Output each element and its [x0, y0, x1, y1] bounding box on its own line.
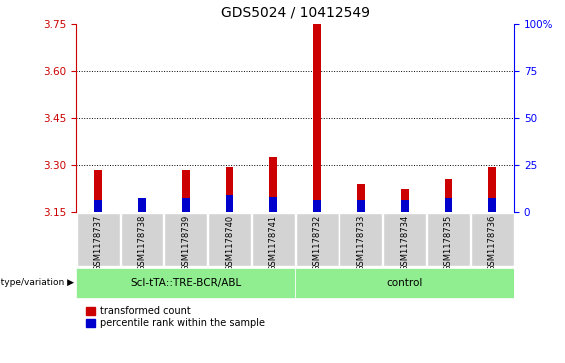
Text: Scl-tTA::TRE-BCR/ABL: Scl-tTA::TRE-BCR/ABL: [130, 278, 241, 288]
Bar: [488, 198, 496, 212]
FancyBboxPatch shape: [295, 213, 338, 266]
FancyBboxPatch shape: [383, 213, 426, 266]
FancyBboxPatch shape: [427, 213, 470, 266]
Text: GSM1178735: GSM1178735: [444, 215, 453, 271]
Bar: [357, 200, 365, 212]
Text: GSM1178737: GSM1178737: [94, 215, 103, 271]
Text: GSM1178738: GSM1178738: [137, 215, 146, 271]
Bar: [138, 204, 146, 212]
Text: GSM1178740: GSM1178740: [225, 215, 234, 271]
Text: control: control: [386, 278, 423, 288]
FancyBboxPatch shape: [120, 213, 163, 266]
Bar: [445, 179, 453, 212]
Bar: [488, 167, 496, 212]
FancyBboxPatch shape: [76, 269, 295, 298]
Title: GDS5024 / 10412549: GDS5024 / 10412549: [221, 6, 370, 20]
FancyBboxPatch shape: [208, 213, 251, 266]
Text: genotype/variation ▶: genotype/variation ▶: [0, 278, 74, 287]
Text: GSM1178733: GSM1178733: [357, 215, 366, 271]
Text: GSM1178739: GSM1178739: [181, 215, 190, 271]
Bar: [401, 189, 408, 212]
Text: GSM1178734: GSM1178734: [400, 215, 409, 271]
FancyBboxPatch shape: [252, 213, 295, 266]
FancyBboxPatch shape: [295, 269, 514, 298]
Text: GSM1178741: GSM1178741: [269, 215, 278, 271]
FancyBboxPatch shape: [164, 213, 207, 266]
Bar: [225, 167, 233, 212]
Bar: [313, 24, 321, 212]
FancyBboxPatch shape: [340, 213, 383, 266]
Bar: [94, 170, 102, 212]
FancyBboxPatch shape: [471, 213, 514, 266]
Bar: [94, 200, 102, 212]
Bar: [182, 170, 190, 212]
FancyBboxPatch shape: [77, 213, 120, 266]
Bar: [401, 200, 408, 212]
Bar: [270, 197, 277, 212]
Legend: transformed count, percentile rank within the sample: transformed count, percentile rank withi…: [85, 305, 266, 329]
Bar: [313, 200, 321, 212]
Text: GSM1178732: GSM1178732: [312, 215, 321, 271]
Bar: [270, 157, 277, 212]
Bar: [138, 198, 146, 212]
Bar: [445, 198, 453, 212]
Bar: [182, 198, 190, 212]
Bar: [225, 195, 233, 212]
Bar: [357, 184, 365, 212]
Text: GSM1178736: GSM1178736: [488, 215, 497, 271]
